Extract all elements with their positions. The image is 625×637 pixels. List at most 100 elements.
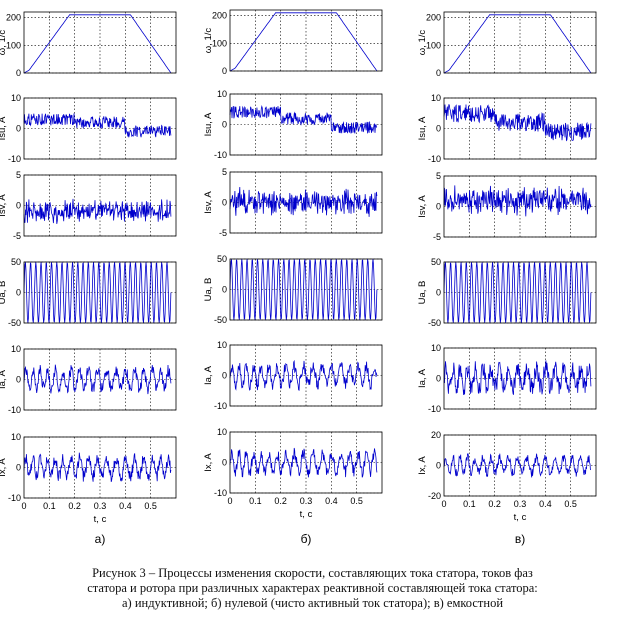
series-line <box>229 186 378 217</box>
subplot-5: -10 0 10 Ia, A <box>203 340 383 411</box>
y-tick-label: -10 <box>428 154 441 164</box>
x-tick-label: 0.2 <box>488 499 501 509</box>
x-tick-label: 0.2 <box>274 496 287 506</box>
y-axis-label: Ix, A <box>0 458 8 477</box>
subplot-5: -10 0 10 Ia, A <box>0 344 177 415</box>
x-tick-label: 0.1 <box>43 501 56 511</box>
y-tick-label: 10 <box>11 93 21 103</box>
subplot-4: -50 0 50 Ua, B <box>203 254 383 325</box>
y-tick-label: 0 <box>436 202 441 212</box>
axes-frame <box>229 171 383 234</box>
y-tick-label: 50 <box>217 254 227 264</box>
series-line <box>443 14 592 74</box>
axes-frame <box>23 261 177 324</box>
series-line <box>229 12 378 72</box>
y-tick-label: 0 <box>16 463 21 473</box>
y-tick-label: 10 <box>217 340 227 350</box>
axes-frame <box>443 261 597 324</box>
y-tick-label: 0 <box>16 68 21 78</box>
y-axis-label: ω, 1/c <box>0 30 8 56</box>
y-tick-label: 50 <box>11 257 21 267</box>
subplot-2: -10 0 10 Isu, A <box>417 93 597 164</box>
y-tick-label: 0 <box>222 120 227 130</box>
series-line <box>23 14 172 74</box>
y-tick-label: -50 <box>214 315 227 325</box>
axes-frame <box>443 11 597 74</box>
axes-frame <box>23 97 177 160</box>
y-tick-label: 0 <box>436 124 441 134</box>
y-tick-label: 0 <box>436 461 441 471</box>
subplot-3: -5 0 5 Isv, A <box>0 170 177 241</box>
y-tick-label: 0 <box>16 288 21 298</box>
subplot-2: -10 0 10 Isu, A <box>0 93 177 164</box>
subplot-4: -50 0 50 Ua, B <box>0 257 177 328</box>
figure-caption: Рисунок 3 – Процессы изменения скорости,… <box>0 566 625 611</box>
series-line <box>23 198 172 224</box>
caption-line-2: статора и ротора при различных характера… <box>87 581 538 595</box>
y-tick-label: 10 <box>431 343 441 353</box>
axes-frame <box>443 434 597 497</box>
series-line <box>229 359 378 391</box>
y-tick-label: 50 <box>431 257 441 267</box>
x-axis-label: t, c <box>300 509 313 520</box>
series-line <box>23 364 172 395</box>
series-line <box>443 453 592 478</box>
x-tick-label: 0.3 <box>94 501 107 511</box>
y-tick-label: 0 <box>436 68 441 78</box>
y-tick-label: 100 <box>6 40 21 50</box>
y-tick-label: 10 <box>11 432 21 442</box>
series-line <box>23 452 172 483</box>
axes-frame <box>443 97 597 160</box>
y-axis-label: Isu, A <box>417 116 428 140</box>
subplot-1: 0 100 200 ω, 1/c <box>203 9 383 76</box>
x-tick-label: 0.3 <box>300 496 313 506</box>
subplot-3: -5 0 5 Isv, A <box>203 167 383 238</box>
subplot-1: 0 100 200 ω, 1/c <box>0 11 177 78</box>
x-tick-label: 0.4 <box>119 501 132 511</box>
y-tick-label: 0 <box>222 285 227 295</box>
series-line <box>229 105 378 134</box>
y-tick-label: 0 <box>222 458 227 468</box>
x-tick-label: 0.5 <box>144 501 157 511</box>
x-tick-label: 0 <box>227 496 232 506</box>
panel-label: б) <box>301 532 312 546</box>
panel-label: а) <box>95 532 106 546</box>
y-axis-label: Ia, A <box>203 365 214 385</box>
axes-frame <box>23 436 177 499</box>
series-line <box>443 185 592 217</box>
x-tick-label: 0.4 <box>539 499 552 509</box>
axes-frame <box>229 258 383 321</box>
y-tick-label: 5 <box>222 167 227 177</box>
axes-frame <box>23 348 177 411</box>
x-axis-label: t, c <box>94 514 107 525</box>
y-tick-label: 0 <box>16 375 21 385</box>
y-tick-label: 5 <box>16 170 21 180</box>
y-tick-label: 200 <box>6 13 21 23</box>
y-tick-label: 0 <box>436 374 441 384</box>
axes-frame <box>23 174 177 237</box>
y-axis-label: Ua, B <box>0 281 8 305</box>
caption-line-3: а) индуктивной; б) нулевой (чисто активн… <box>121 596 504 610</box>
x-tick-label: 0.5 <box>350 496 363 506</box>
subplot-5: -10 0 10 Ia, A <box>417 343 597 414</box>
y-tick-label: -10 <box>8 405 21 415</box>
x-tick-label: 0.1 <box>249 496 262 506</box>
y-tick-label: -5 <box>13 231 21 241</box>
y-axis-label: Ua, B <box>203 278 214 302</box>
y-tick-label: 5 <box>436 171 441 181</box>
y-tick-label: 100 <box>426 40 441 50</box>
x-tick-label: 0.3 <box>514 499 527 509</box>
y-tick-label: -10 <box>8 154 21 164</box>
y-tick-label: -20 <box>428 491 441 501</box>
y-tick-label: 10 <box>217 89 227 99</box>
y-axis-label: ω, 1/c <box>417 30 428 56</box>
y-tick-label: -10 <box>428 404 441 414</box>
y-axis-label: Ua, B <box>417 281 428 305</box>
y-tick-label: -10 <box>8 493 21 503</box>
y-tick-label: -5 <box>219 228 227 238</box>
